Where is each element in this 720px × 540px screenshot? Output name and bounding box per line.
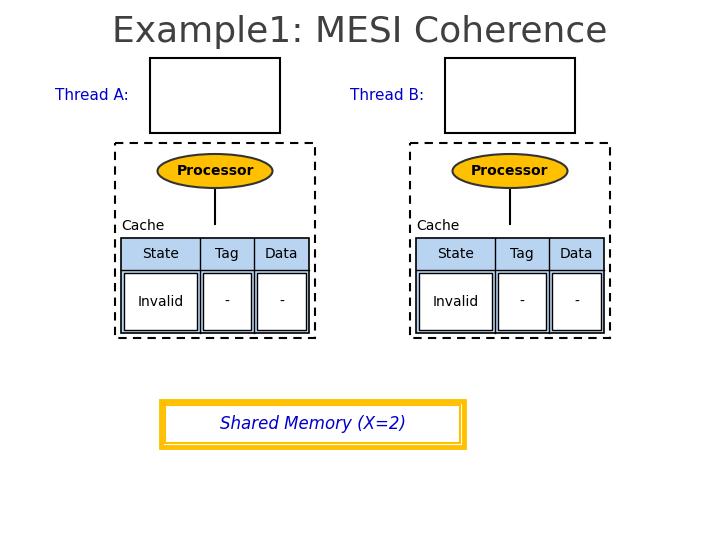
Text: Invalid: Invalid <box>138 294 184 308</box>
Text: Cache: Cache <box>121 219 164 233</box>
Bar <box>552 273 601 330</box>
Text: -: - <box>575 294 579 308</box>
Text: Thread A:: Thread A: <box>55 88 129 103</box>
Bar <box>124 273 197 330</box>
Text: State: State <box>142 247 179 261</box>
Text: -: - <box>520 294 525 308</box>
Text: Data: Data <box>560 247 593 261</box>
Text: State: State <box>437 247 474 261</box>
Bar <box>115 143 315 338</box>
Text: -: - <box>279 294 284 308</box>
Bar <box>498 273 546 330</box>
Text: Data: Data <box>265 247 299 261</box>
Bar <box>121 238 309 333</box>
Ellipse shape <box>452 154 567 188</box>
Text: Example1: MESI Coherence: Example1: MESI Coherence <box>112 15 608 49</box>
Text: Processor: Processor <box>472 164 549 178</box>
Text: Invalid: Invalid <box>432 294 479 308</box>
Bar <box>165 405 460 443</box>
Bar <box>258 273 306 330</box>
Text: Processor: Processor <box>176 164 253 178</box>
Text: Tag: Tag <box>215 247 239 261</box>
Ellipse shape <box>158 154 272 188</box>
Bar <box>445 58 575 133</box>
Text: Thread B:: Thread B: <box>350 88 424 103</box>
Bar <box>419 273 492 330</box>
Bar <box>150 58 280 133</box>
Bar <box>416 238 604 333</box>
Text: Shared Memory (X=2): Shared Memory (X=2) <box>220 415 405 433</box>
Text: -: - <box>225 294 230 308</box>
Text: Cache: Cache <box>416 219 459 233</box>
Bar <box>203 273 251 330</box>
Bar <box>410 143 610 338</box>
Bar <box>161 401 464 447</box>
Text: Tag: Tag <box>510 247 534 261</box>
